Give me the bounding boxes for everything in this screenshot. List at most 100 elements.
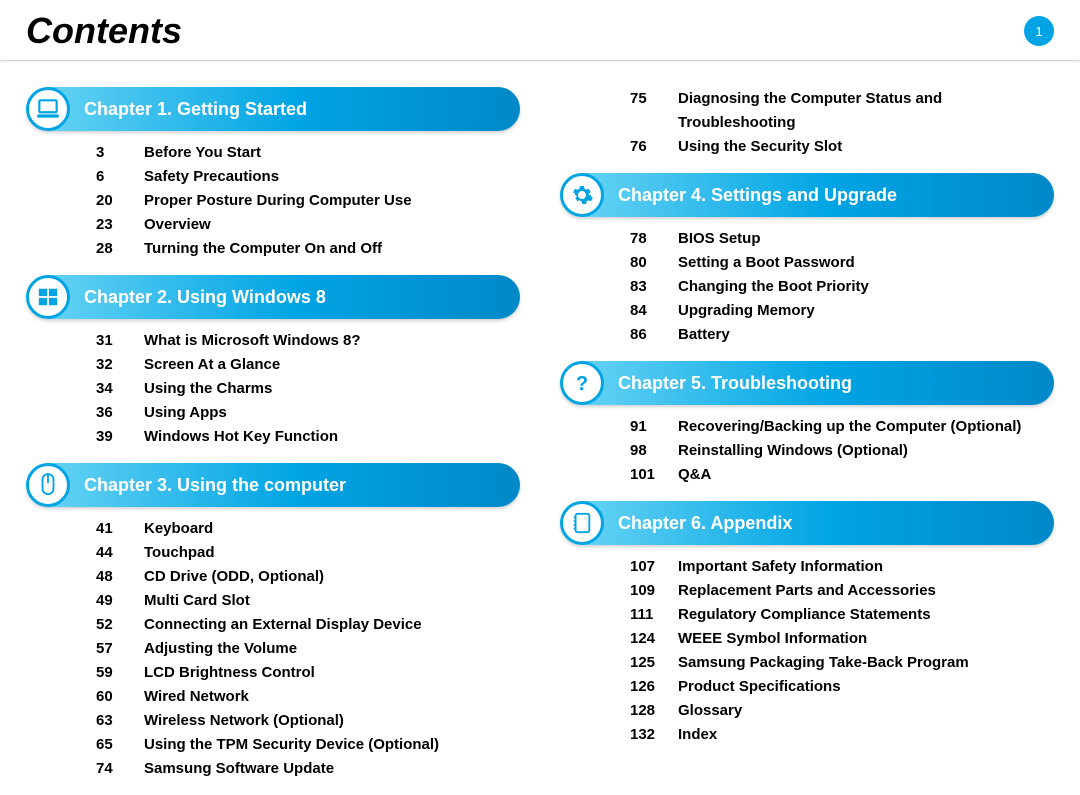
entry-page: 91 xyxy=(630,415,660,439)
entry-page: 41 xyxy=(96,517,126,541)
entry-label: Connecting an External Display Device xyxy=(144,613,520,637)
chapter-bar-1[interactable]: Chapter 1. Getting Started xyxy=(26,87,520,131)
toc-entry[interactable]: 125Samsung Packaging Take-Back Program xyxy=(630,651,1054,675)
entry-label: Setting a Boot Password xyxy=(678,251,1054,275)
header-divider xyxy=(0,60,1080,61)
toc-entry[interactable]: 57 Adjusting the Volume xyxy=(96,637,520,661)
toc-entry[interactable]: 59LCD Brightness Control xyxy=(96,661,520,685)
chapter-bar-5[interactable]: ? Chapter 5. Troubleshooting xyxy=(560,361,1054,405)
entry-label: Diagnosing the Computer Status and Troub… xyxy=(678,87,1054,135)
toc-entry[interactable]: 44Touchpad xyxy=(96,541,520,565)
entry-page: 60 xyxy=(96,685,126,709)
entry-page: 128 xyxy=(630,699,660,723)
page-title: Contents xyxy=(26,10,182,52)
svg-text:?: ? xyxy=(576,373,588,395)
toc-entry[interactable]: 60Wired Network xyxy=(96,685,520,709)
question-icon: ? xyxy=(560,361,604,405)
toc-entry[interactable]: 101Q&A xyxy=(630,463,1054,487)
toc-entry[interactable]: 48CD Drive (ODD, Optional) xyxy=(96,565,520,589)
toc-entry[interactable]: 84 Upgrading Memory xyxy=(630,299,1054,323)
entry-page: 3 xyxy=(96,141,126,165)
entry-label: Glossary xyxy=(678,699,1054,723)
entry-label: Using Apps xyxy=(144,401,520,425)
entry-label: BIOS Setup xyxy=(678,227,1054,251)
entry-page: 84 xyxy=(630,299,660,323)
entries-ch4: 78BIOS Setup80 Setting a Boot Password83C… xyxy=(630,227,1054,347)
toc-entry[interactable]: 63Wireless Network (Optional) xyxy=(96,709,520,733)
entry-label: Upgrading Memory xyxy=(678,299,1054,323)
entry-page: 57 xyxy=(96,637,126,661)
entry-page: 44 xyxy=(96,541,126,565)
windows-icon xyxy=(26,275,70,319)
toc-entry[interactable]: 124WEEE Symbol Information xyxy=(630,627,1054,651)
toc-entry[interactable]: 111Regulatory Compliance Statements xyxy=(630,603,1054,627)
entry-page: 101 xyxy=(630,463,660,487)
entries-ch3b: 75Diagnosing the Computer Status and Tro… xyxy=(630,87,1054,159)
entry-page: 48 xyxy=(96,565,126,589)
toc-entry[interactable]: 132Index xyxy=(630,723,1054,747)
toc-entry[interactable]: 91 Recovering/Backing up the Computer (Op… xyxy=(630,415,1054,439)
toc-entry[interactable]: 39Windows Hot Key Function xyxy=(96,425,520,449)
chapter-bar-6[interactable]: Chapter 6. Appendix xyxy=(560,501,1054,545)
toc-entry[interactable]: 107 Important Safety Information xyxy=(630,555,1054,579)
toc-entry[interactable]: 109Replacement Parts and Accessories xyxy=(630,579,1054,603)
chapter-bar-4[interactable]: Chapter 4. Settings and Upgrade xyxy=(560,173,1054,217)
entry-label: What is Microsoft Windows 8? xyxy=(144,329,520,353)
entry-page: 109 xyxy=(630,579,660,603)
entry-page: 49 xyxy=(96,589,126,613)
entry-page: 39 xyxy=(96,425,126,449)
toc-entry[interactable]: 86Battery xyxy=(630,323,1054,347)
entries-ch6: 107 Important Safety Information109Replac… xyxy=(630,555,1054,747)
toc-entry[interactable]: 76Using the Security Slot xyxy=(630,135,1054,159)
entry-label: WEEE Symbol Information xyxy=(678,627,1054,651)
entry-label: Using the TPM Security Device (Optional) xyxy=(144,733,520,757)
toc-entry[interactable]: 52Connecting an External Display Device xyxy=(96,613,520,637)
notebook-icon xyxy=(560,501,604,545)
chapter-title: Chapter 5. Troubleshooting xyxy=(618,373,1054,394)
entry-page: 74 xyxy=(96,757,126,781)
toc-entry[interactable]: 49Multi Card Slot xyxy=(96,589,520,613)
entry-page: 98 xyxy=(630,439,660,463)
toc-entry[interactable]: 75Diagnosing the Computer Status and Tro… xyxy=(630,87,1054,135)
entry-page: 32 xyxy=(96,353,126,377)
toc-entry[interactable]: 41Keyboard xyxy=(96,517,520,541)
entry-label: Recovering/Backing up the Computer (Opti… xyxy=(678,415,1054,439)
entry-label: Samsung Packaging Take-Back Program xyxy=(678,651,1054,675)
entry-page: 80 xyxy=(630,251,660,275)
toc-entry[interactable]: 23Overview xyxy=(96,213,520,237)
toc-entry[interactable]: 98 Reinstalling Windows (Optional) xyxy=(630,439,1054,463)
toc-entry[interactable]: 80 Setting a Boot Password xyxy=(630,251,1054,275)
toc-entry[interactable]: 28Turning the Computer On and Off xyxy=(96,237,520,261)
laptop-icon xyxy=(26,87,70,131)
toc-entry[interactable]: 65Using the TPM Security Device (Optiona… xyxy=(96,733,520,757)
toc-entry[interactable]: 32Screen At a Glance xyxy=(96,353,520,377)
toc-entry[interactable]: 20Proper Posture During Computer Use xyxy=(96,189,520,213)
toc-entry[interactable]: 31What is Microsoft Windows 8? xyxy=(96,329,520,353)
entry-page: 107 xyxy=(630,555,660,579)
toc-entry[interactable]: 83Changing the Boot Priority xyxy=(630,275,1054,299)
toc-entry[interactable]: 34Using the Charms xyxy=(96,377,520,401)
entry-label: Using the Charms xyxy=(144,377,520,401)
entry-label: Index xyxy=(678,723,1054,747)
entry-label: Product Specifications xyxy=(678,675,1054,699)
toc-entry[interactable]: 74Samsung Software Update xyxy=(96,757,520,781)
chapter-bar-3[interactable]: Chapter 3. Using the computer xyxy=(26,463,520,507)
page-number-badge: 1 xyxy=(1024,16,1054,46)
entries-ch1: 3Before You Start6Safety Precautions20Pr… xyxy=(96,141,520,261)
toc-entry[interactable]: 3Before You Start xyxy=(96,141,520,165)
entry-label: Important Safety Information xyxy=(678,555,1054,579)
toc-entry[interactable]: 78BIOS Setup xyxy=(630,227,1054,251)
right-column: 75Diagnosing the Computer Status and Tro… xyxy=(560,87,1054,795)
toc-entry[interactable]: 128 Glossary xyxy=(630,699,1054,723)
entry-label: Overview xyxy=(144,213,520,237)
toc-entry[interactable]: 126 Product Specifications xyxy=(630,675,1054,699)
entry-page: 28 xyxy=(96,237,126,261)
entry-label: Adjusting the Volume xyxy=(144,637,520,661)
toc-entry[interactable]: 6Safety Precautions xyxy=(96,165,520,189)
entry-page: 6 xyxy=(96,165,126,189)
entry-page: 126 xyxy=(630,675,660,699)
entry-label: Reinstalling Windows (Optional) xyxy=(678,439,1054,463)
toc-entry[interactable]: 36Using Apps xyxy=(96,401,520,425)
entry-page: 20 xyxy=(96,189,126,213)
chapter-bar-2[interactable]: Chapter 2. Using Windows 8 xyxy=(26,275,520,319)
